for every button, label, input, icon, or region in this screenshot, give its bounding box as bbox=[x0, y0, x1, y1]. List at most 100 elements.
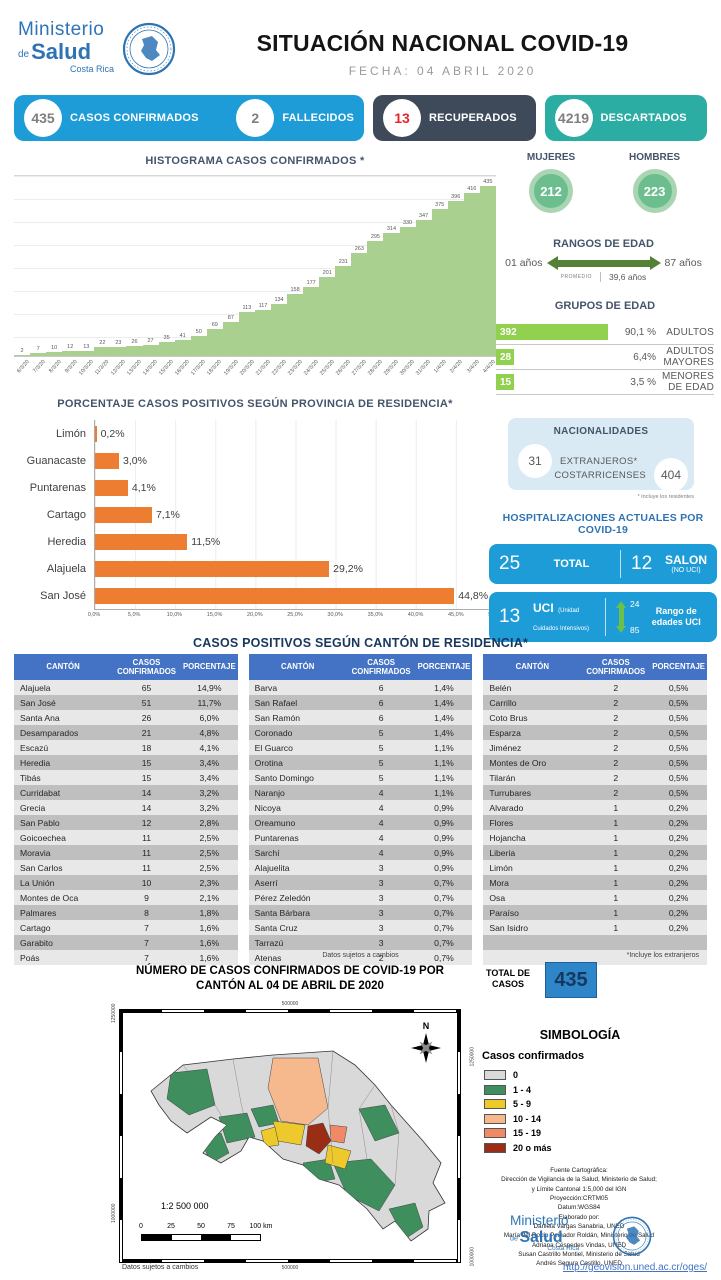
canton-name: Liberia bbox=[483, 845, 582, 860]
geovision-link[interactable]: http://geovision.uned.ac.cr/oges/ bbox=[563, 1262, 707, 1273]
hosp-salon-label: SALON bbox=[665, 552, 707, 567]
canton-name: Orotina bbox=[248, 755, 347, 770]
canton-name: Carrillo bbox=[483, 695, 582, 710]
histogram-x-label: 23/3/20 bbox=[286, 359, 304, 377]
map-scale-bar: 0 25 50 75 100 km bbox=[139, 1223, 291, 1241]
credit-line: Andrés Segura Castillo, UNED bbox=[536, 1260, 622, 1268]
scale-bar-number: 50 bbox=[197, 1223, 205, 1230]
uci-age-max: 85 bbox=[630, 625, 640, 635]
canton-pct: 2,3% bbox=[180, 875, 238, 890]
canton-table-row: Alajuela 65 14,9% bbox=[14, 680, 238, 695]
canton-name: Jiménez bbox=[483, 740, 582, 755]
hosp-uci-sublabel: (Unidad Cuidados Intensivos) bbox=[533, 608, 590, 632]
histogram-bar: 416 bbox=[463, 176, 480, 356]
provincia-row: Heredia 11,5% bbox=[14, 528, 496, 555]
canton-table-row: Poás 7 1,6% bbox=[14, 950, 238, 965]
legend-swatch bbox=[484, 1099, 506, 1109]
canton-pct: 0,2% bbox=[650, 830, 708, 845]
histogram-x-label: 12/3/20 bbox=[110, 359, 127, 377]
histogram-bar-fill bbox=[287, 294, 304, 356]
canton-pct: 0,9% bbox=[415, 830, 473, 845]
canton-name bbox=[483, 950, 582, 965]
canton-pct: 2,5% bbox=[180, 845, 238, 860]
canton-table-row: San Ramón 6 1,4% bbox=[248, 710, 473, 725]
histogram-bar: 177 bbox=[303, 176, 320, 356]
costa-rica-map bbox=[150, 1050, 446, 1242]
age-group-bar: 15 bbox=[496, 374, 514, 390]
canton-table-row: Sarchí 4 0,9% bbox=[248, 845, 473, 860]
histogram-bar-fill bbox=[46, 352, 63, 356]
canton-table-header: PORCENTAJE bbox=[650, 654, 708, 680]
canton-cases: 2 bbox=[581, 770, 651, 785]
canton-name: Poás bbox=[14, 950, 113, 965]
canton-table-row: Mora 1 0,2% bbox=[483, 875, 708, 890]
scale-bar-numbers: 0 25 50 75 100 km bbox=[139, 1223, 291, 1232]
age-group-label: MENORES DE EDAD bbox=[662, 371, 714, 393]
map-coord-top: 500000 bbox=[281, 1001, 299, 1007]
canton-cases: 4 bbox=[346, 830, 416, 845]
fallecidos-value: 2 bbox=[236, 99, 275, 137]
canton-name: San Carlos bbox=[14, 860, 113, 875]
credit-line: Daniela Vargas Sanabria, UNED bbox=[533, 1222, 625, 1230]
canton-cases: 3 bbox=[346, 875, 416, 890]
canton-name: Tarrazú bbox=[248, 935, 347, 950]
canton-cases: 1 bbox=[581, 800, 651, 815]
hombres-label: HOMBRES bbox=[628, 152, 681, 163]
histogram-bar-fill bbox=[94, 347, 111, 356]
histogram-bar-value: 263 bbox=[354, 246, 364, 253]
histogram-bar-value: 330 bbox=[402, 220, 413, 227]
canton-pct: 1,6% bbox=[180, 935, 238, 950]
provincia-rows: Limón 0,2% Guanacaste 3,0% Puntarenas 4,1% Car… bbox=[14, 420, 496, 609]
descartados-label: DESCARTADOS bbox=[600, 112, 687, 124]
canton-cases: 2 bbox=[581, 680, 651, 695]
canton-cases: 7 bbox=[112, 935, 181, 950]
page-title: SITUACIÓN NACIONAL COVID-19 bbox=[256, 30, 629, 56]
map-frame: 500000 500000 1250000 1000000 1250000 10… bbox=[111, 1001, 475, 1271]
legend-subtitle: Casos confirmados bbox=[482, 1050, 585, 1062]
credit-line: María del Rocío Peinador Roldán, Ministe… bbox=[503, 1232, 655, 1240]
north-label: N bbox=[422, 1021, 430, 1031]
canton-table-row: Belén 2 0,5% bbox=[483, 680, 708, 695]
canton-pct bbox=[650, 950, 708, 965]
descartados-value: 4219 bbox=[554, 99, 593, 137]
canton-name: Heredia bbox=[14, 755, 113, 770]
provincia-row: San José 44,8% bbox=[14, 582, 496, 609]
age-group-bar-col: 392 bbox=[496, 324, 608, 340]
legend-label: 20 o más bbox=[513, 1142, 552, 1153]
hosp-uci-label: UCI bbox=[533, 601, 554, 616]
canton-cases: 1 bbox=[581, 875, 651, 890]
footer-logo-word2: Salud bbox=[519, 1227, 563, 1246]
provincia-bar bbox=[95, 452, 120, 469]
map-credits: Fuente Cartográfica: Dirección de Vigilan… bbox=[448, 1166, 710, 1268]
histogram-x-label: 10/3/20 bbox=[78, 359, 95, 377]
canton-cases: 7 bbox=[112, 920, 181, 935]
canton-pct: 0,2% bbox=[650, 875, 708, 890]
canton-pct: 1,1% bbox=[415, 755, 473, 770]
canton-pct: 0,2% bbox=[650, 905, 708, 920]
legend-swatch bbox=[484, 1070, 506, 1080]
provincia-axis-tick: 15,0% bbox=[206, 612, 223, 618]
provincia-bar-area: 29,2% bbox=[94, 555, 496, 582]
histogram-bar-value: 2 bbox=[20, 348, 24, 355]
hosp-salon-value: 12 bbox=[631, 553, 653, 574]
canton-table: CANTÓN CASOS CONFIRMADOS PORCENTAJE Belén 2 0… bbox=[483, 654, 708, 965]
scale-bar-number: 100 km bbox=[249, 1223, 273, 1230]
canton-table-row: El Guarco 5 1,1% bbox=[248, 740, 473, 755]
canton-name: El Guarco bbox=[248, 740, 347, 755]
provincia-axis-tick: 35,0% bbox=[367, 612, 384, 618]
nationalities-box: NACIONALIDADES 31 EXTRANJEROS* COSTARRIC… bbox=[508, 418, 694, 492]
provincia-bar bbox=[95, 560, 330, 577]
canton-table-row: San Pablo 12 2,8% bbox=[14, 815, 238, 830]
canton-pct: 2,8% bbox=[180, 815, 238, 830]
legend-item: 5 - 9 bbox=[484, 1099, 552, 1109]
canton-table-row: Naranjo 4 1,1% bbox=[248, 785, 473, 800]
age-group-bar: 392 bbox=[496, 324, 608, 340]
histogram-bar-fill bbox=[30, 353, 47, 356]
canton-name: Flores bbox=[483, 815, 582, 830]
canton-name: San Ramón bbox=[248, 710, 347, 725]
canton-table-row: La Unión 10 2,3% bbox=[14, 875, 238, 890]
canton-pct: 1,1% bbox=[415, 785, 473, 800]
histogram-bar-value: 50 bbox=[195, 329, 202, 336]
provincia-row: Alajuela 29,2% bbox=[14, 555, 496, 582]
histogram-bar-fill bbox=[399, 227, 416, 356]
